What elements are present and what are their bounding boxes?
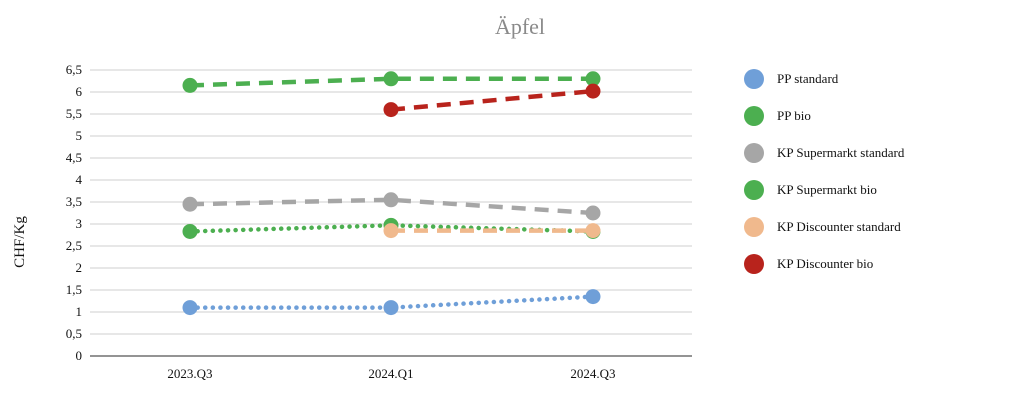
series-pp-bio <box>182 71 601 93</box>
data-point <box>585 223 601 239</box>
data-point <box>383 300 399 316</box>
data-point <box>182 223 198 239</box>
legend-marker <box>744 69 764 89</box>
series-line <box>187 294 596 310</box>
legend-item: PP bio <box>744 106 811 126</box>
legend-label: PP bio <box>777 108 811 123</box>
y-axis-label: CHF/Kg <box>12 216 28 268</box>
series-kp-supermarkt-standard <box>182 192 601 221</box>
y-tick-label: 0 <box>76 348 83 363</box>
y-tick-label: 3 <box>76 216 83 231</box>
data-point <box>585 205 601 221</box>
legend-label: PP standard <box>777 71 839 86</box>
y-tick-label: 5 <box>76 128 83 143</box>
series-kp-discounter-standard <box>383 223 601 239</box>
series-pp-standard <box>182 289 601 316</box>
y-tick-label: 3,5 <box>66 194 82 209</box>
data-point <box>585 83 601 99</box>
y-tick-label: 6 <box>76 84 83 99</box>
y-tick-label: 6,5 <box>66 62 82 77</box>
legend-item: KP Supermarkt standard <box>744 143 905 163</box>
data-point <box>383 102 399 118</box>
legend-item: KP Discounter standard <box>744 217 901 237</box>
y-tick-label: 5,5 <box>66 106 82 121</box>
y-tick-label: 0,5 <box>66 326 82 341</box>
x-tick-label: 2024.Q1 <box>368 366 413 381</box>
data-point <box>383 223 399 239</box>
data-point <box>383 71 399 87</box>
legend-marker <box>744 254 764 274</box>
series-kp-discounter-bio <box>383 83 601 118</box>
legend-marker <box>744 143 764 163</box>
legend-marker <box>744 106 764 126</box>
data-point <box>182 77 198 93</box>
legend-label: KP Discounter standard <box>777 219 901 234</box>
data-point <box>182 196 198 212</box>
legend-item: PP standard <box>744 69 839 89</box>
data-point <box>585 289 601 305</box>
legend-label: KP Discounter bio <box>777 256 873 271</box>
series-line <box>189 76 593 88</box>
series-line <box>390 88 594 112</box>
data-point <box>182 300 198 316</box>
y-tick-label: 1,5 <box>66 282 82 297</box>
data-point <box>585 71 601 87</box>
legend-label: KP Supermarkt bio <box>777 182 877 197</box>
x-tick-labels: 2023.Q3 2024.Q1 2024.Q3 <box>167 366 615 381</box>
legend-label: KP Supermarkt standard <box>777 145 905 160</box>
series-lines <box>182 71 601 316</box>
y-tick-labels: 0 0,5 1 1,5 2 2,5 3 3,5 4 4,5 5 5,5 6 6,5 <box>66 62 83 363</box>
y-tick-label: 4 <box>76 172 83 187</box>
legend-marker <box>744 180 764 200</box>
chart-title: Äpfel <box>495 14 545 39</box>
legend: PP standard PP bio KP Supermarkt standard K… <box>744 69 905 274</box>
data-point <box>383 192 399 208</box>
legend-item: KP Supermarkt bio <box>744 180 877 200</box>
y-tick-label: 2 <box>76 260 83 275</box>
series-line <box>187 223 596 234</box>
y-tick-label: 4,5 <box>66 150 82 165</box>
legend-marker <box>744 217 764 237</box>
legend-item: KP Discounter bio <box>744 254 873 274</box>
y-tick-label: 2,5 <box>66 238 82 253</box>
x-tick-label: 2023.Q3 <box>167 366 212 381</box>
x-tick-label: 2024.Q3 <box>570 366 615 381</box>
y-tick-label: 1 <box>76 304 83 319</box>
